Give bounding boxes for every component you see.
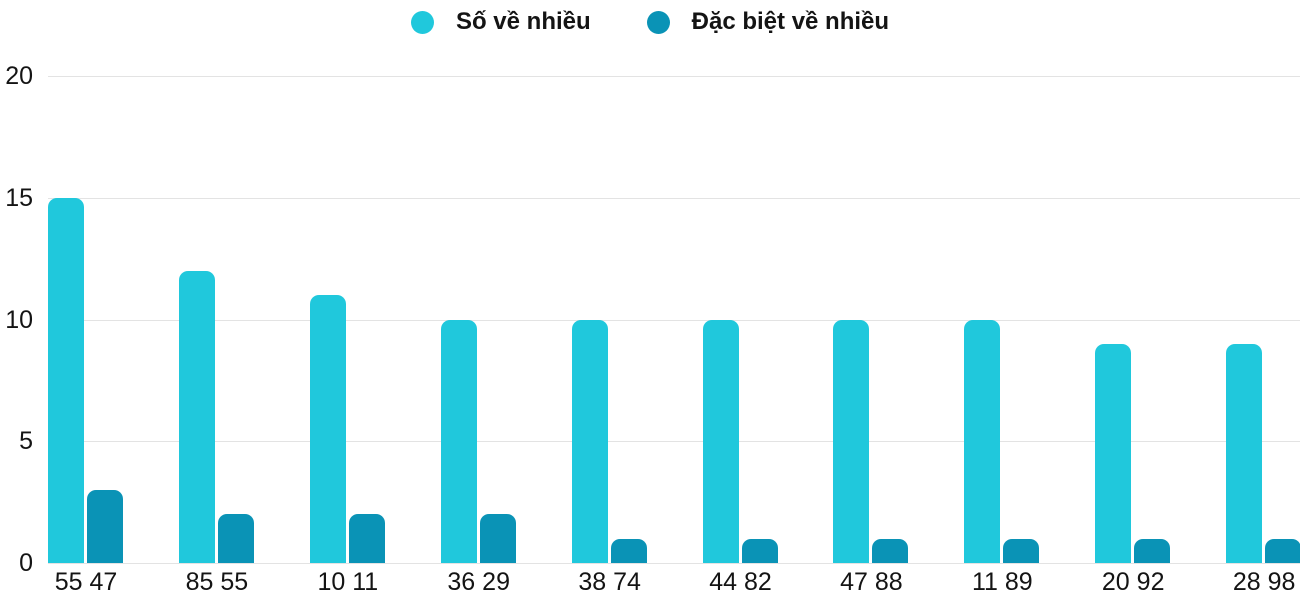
bar-series-0-85-55 bbox=[178, 270, 215, 563]
bar-series-0-11-89 bbox=[964, 319, 1001, 563]
bar-series-1-38-74 bbox=[610, 538, 647, 563]
legend-dot-icon bbox=[646, 10, 670, 34]
legend-label: Đặc biệt về nhiều bbox=[691, 8, 890, 35]
bar-series-0-55-47 bbox=[48, 197, 84, 563]
x-axis-category-label: 55 47 bbox=[54, 568, 118, 596]
bar-series-1-44-82 bbox=[741, 538, 778, 563]
bar-series-0-44-82 bbox=[702, 319, 739, 563]
x-axis-category-label: 10 11 bbox=[317, 568, 379, 596]
bar-series-1-28-98 bbox=[1265, 538, 1300, 563]
bar-series-0-20-92 bbox=[1095, 343, 1132, 563]
gridline-y-0 bbox=[48, 563, 1300, 564]
x-axis-category-label: 11 89 bbox=[971, 568, 1033, 596]
bar-series-1-36-29 bbox=[479, 514, 516, 563]
y-axis-tick-label: 0 bbox=[19, 549, 33, 577]
y-axis-tick-label: 15 bbox=[5, 183, 33, 212]
bar-series-0-47-88 bbox=[833, 319, 870, 563]
y-axis-tick-label: 10 bbox=[5, 305, 33, 334]
bar-group-44-82: 44 82 bbox=[702, 76, 834, 596]
bar-group-20-92: 20 92 bbox=[1095, 76, 1226, 596]
plot-area: 55 47 85 55 10 11 36 29 38 74 44 82 47 88 11 89… bbox=[48, 76, 1300, 596]
legend-item-series-0[interactable]: Số về nhiều bbox=[410, 8, 591, 36]
y-axis-tick-label: 5 bbox=[19, 427, 33, 456]
bar-series-1-11-89 bbox=[1003, 538, 1040, 563]
legend-label: Số về nhiều bbox=[455, 8, 591, 35]
x-axis-category-label: 44 82 bbox=[709, 568, 772, 596]
bar-group-47-88: 47 88 bbox=[833, 76, 964, 596]
x-axis-category-label: 20 92 bbox=[1101, 568, 1165, 596]
x-axis-category-label: 47 88 bbox=[840, 568, 903, 596]
bar-series-1-55-47 bbox=[87, 489, 123, 563]
bar-group-55-47: 55 47 bbox=[48, 76, 179, 596]
legend-dot-icon bbox=[410, 10, 434, 34]
bar-group-28-98: 28 98 bbox=[1226, 76, 1300, 596]
gridline-y-20 bbox=[48, 76, 1300, 77]
bar-group-85-55: 85 55 bbox=[178, 76, 310, 596]
bar-group-10-11: 10 11 bbox=[309, 76, 441, 596]
bar-series-0-10-11 bbox=[309, 295, 346, 563]
bar-series-1-10-11 bbox=[348, 514, 385, 563]
x-axis-category-label: 85 55 bbox=[185, 568, 249, 596]
x-axis-category-label: 36 29 bbox=[447, 568, 510, 596]
bar-series-0-36-29 bbox=[440, 319, 477, 563]
bar-series-0-28-98 bbox=[1226, 343, 1263, 563]
bar-group-38-74: 38 74 bbox=[571, 76, 703, 596]
y-axis-tick-label: 20 bbox=[5, 62, 33, 90]
gridline-y-15 bbox=[48, 197, 1300, 199]
bar-group-11-89: 11 89 bbox=[964, 76, 1095, 596]
bar-series-1-85-55 bbox=[217, 514, 254, 563]
chart-legend: Số về nhiều Đặc biệt về nhiều bbox=[0, 8, 1300, 36]
bar-series-0-38-74 bbox=[571, 319, 608, 563]
x-axis-category-label: 38 74 bbox=[578, 568, 641, 596]
x-axis-category-label: 28 98 bbox=[1232, 568, 1296, 596]
bar-series-1-20-92 bbox=[1134, 538, 1171, 563]
bar-group-36-29: 36 29 bbox=[440, 76, 572, 596]
gridline-y-10 bbox=[48, 319, 1300, 321]
legend-item-series-1[interactable]: Đặc biệt về nhiều bbox=[646, 8, 890, 36]
gridline-y-5 bbox=[48, 441, 1300, 443]
bar-series-1-47-88 bbox=[872, 538, 909, 563]
